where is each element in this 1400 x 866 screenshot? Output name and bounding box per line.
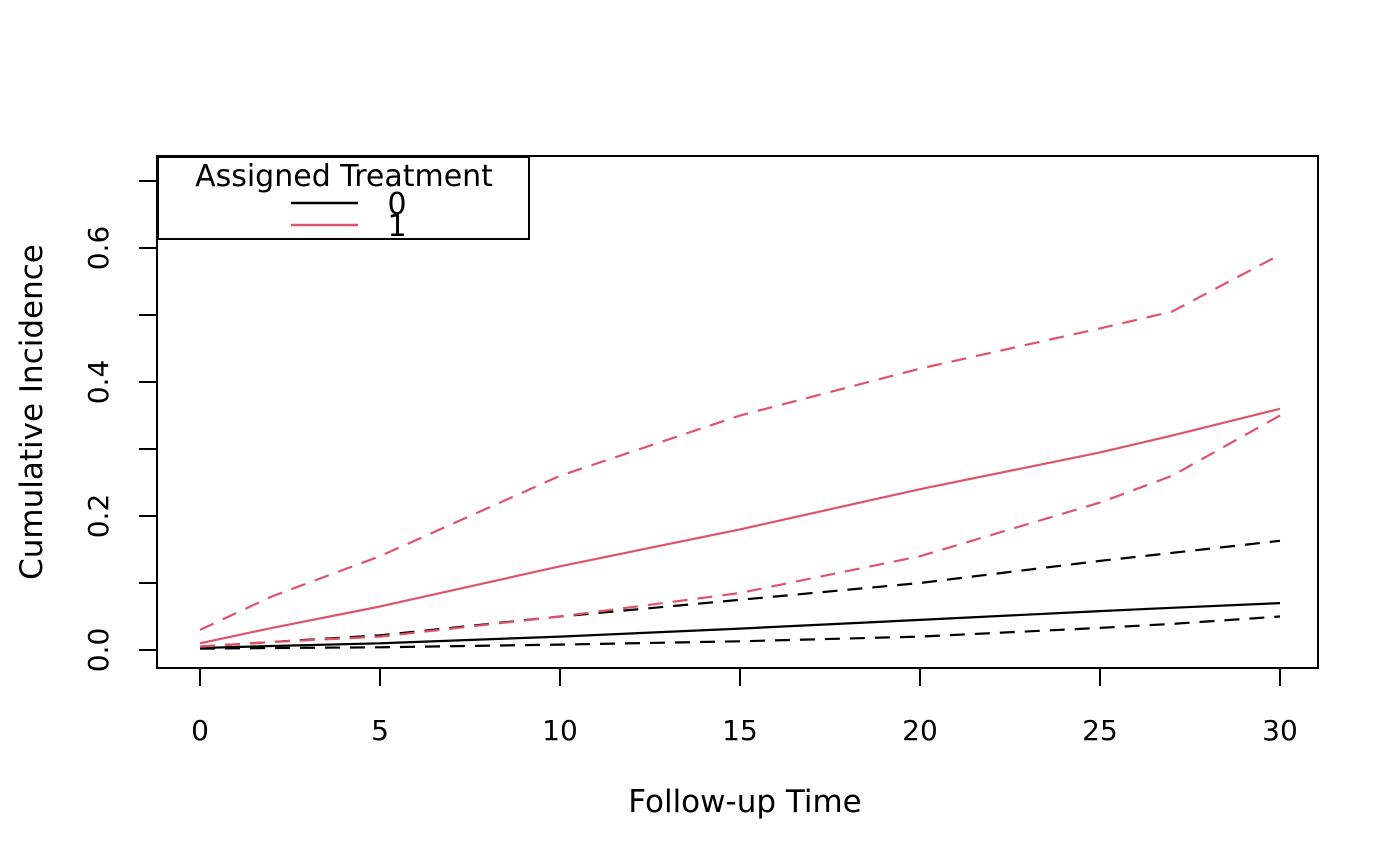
x-tick-label: 0 <box>191 714 209 747</box>
axes-layer: 0 5 10 15 20 25 300.00.20.40.6 <box>82 155 1319 747</box>
treatment-0-estimate-line <box>199 602 1281 650</box>
legend-label-treatment-1: 1 <box>387 209 406 244</box>
x-tick-label: 5 <box>371 714 389 747</box>
y-tick-label: 0.4 <box>82 360 115 405</box>
legend-label-treatment-0: 0 <box>387 187 406 222</box>
x-axis-title: Follow-up Time <box>628 784 861 820</box>
y-tick-label: 0.6 <box>82 226 115 271</box>
treatment-0-ci-lower-line <box>199 615 1281 650</box>
plot-border <box>156 155 1319 669</box>
x-tick-label: 25 <box>1082 714 1118 747</box>
y-axis-title: Cumulative Incidence <box>14 244 50 580</box>
y-tick-label: 0.2 <box>82 494 115 539</box>
x-tick-label: 30 <box>1262 714 1298 747</box>
treatment-0-ci-upper-line <box>199 539 1281 648</box>
treatment-1-estimate-line <box>199 407 1281 645</box>
treatment-1-ci-lower-line <box>199 414 1281 648</box>
legend-title: Assigned Treatment <box>195 159 493 194</box>
legend: Assigned Treatment 01 <box>157 156 530 244</box>
legend-entries: 01 <box>291 187 407 244</box>
x-tick-label: 10 <box>542 714 578 747</box>
x-tick-label: 20 <box>902 714 938 747</box>
treatment-1-ci-upper-line <box>199 253 1281 631</box>
y-tick-label: 0.0 <box>82 628 115 673</box>
series-layer <box>199 253 1281 650</box>
x-tick-label: 15 <box>722 714 758 747</box>
